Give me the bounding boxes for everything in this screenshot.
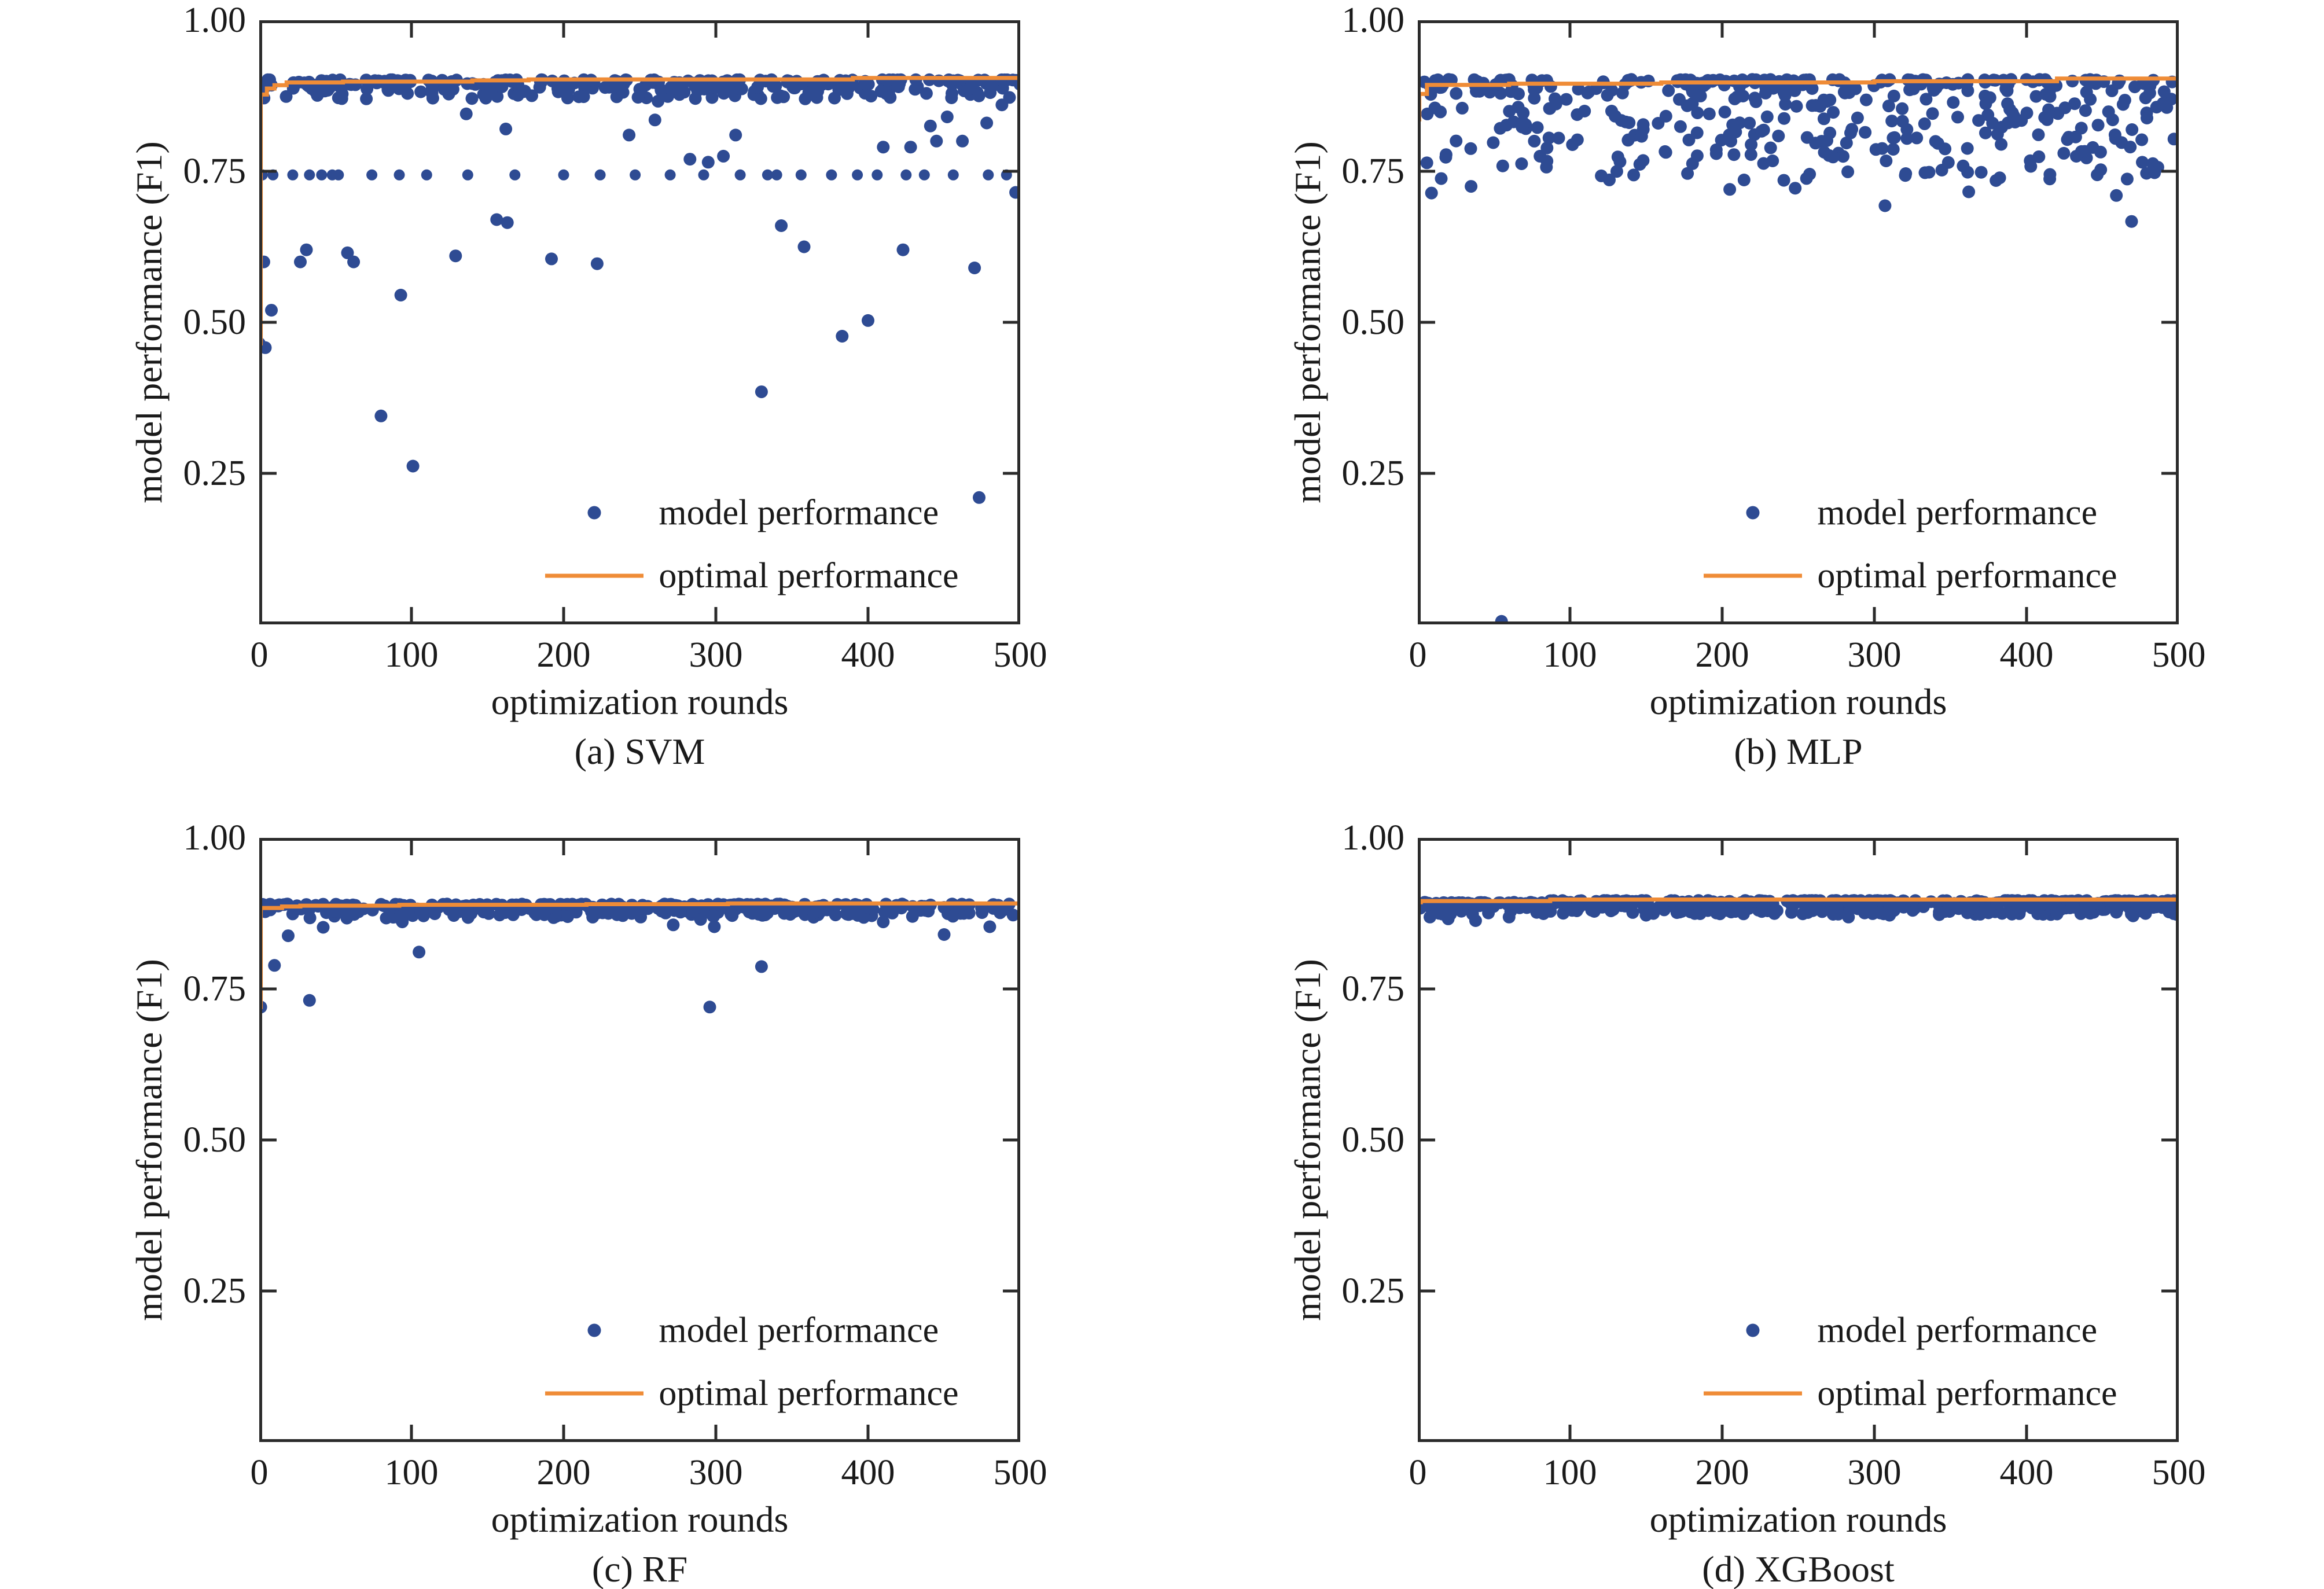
y-tick-label: 0.75 xyxy=(183,152,247,191)
panel-caption: (b) MLP xyxy=(1734,731,1863,772)
y-tick-label: 0.25 xyxy=(183,454,247,493)
legend-line-swatch-icon xyxy=(545,573,643,578)
y-tick-label: 0.25 xyxy=(1341,1271,1405,1311)
legend-scatter-marker-icon xyxy=(587,1323,601,1337)
legend-line-swatch-icon xyxy=(1703,573,1802,578)
y-tick-label: 1.00 xyxy=(1341,818,1405,858)
x-tick-label: 100 xyxy=(1543,635,1597,675)
x-tick-label: 500 xyxy=(2152,635,2206,675)
x-tick-label: 500 xyxy=(993,1453,1047,1492)
x-axis-label: optimization rounds xyxy=(1649,681,1947,722)
y-tick-label: 0.50 xyxy=(183,1120,247,1160)
y-tick-label: 0.50 xyxy=(1341,303,1405,342)
y-tick-label: 1.00 xyxy=(1341,1,1405,40)
optimal-performance-line xyxy=(259,76,1020,345)
axes-frame xyxy=(1418,838,2179,1442)
legend-label-model-performance: model performance xyxy=(659,492,939,532)
x-tick-label: 200 xyxy=(1695,635,1749,675)
plot-area xyxy=(1418,20,2179,624)
y-tick-label: 0.25 xyxy=(1341,454,1405,493)
legend-scatter-marker-icon xyxy=(1746,506,1760,520)
y-tick-label: 0.50 xyxy=(183,303,247,342)
x-axis-label: optimization rounds xyxy=(491,681,789,722)
x-tick-label: 300 xyxy=(1847,635,1902,675)
y-tick-label: 0.50 xyxy=(1341,1120,1405,1160)
legend-label-optimal-performance: optimal performance xyxy=(659,1374,959,1414)
legend-line-swatch-icon xyxy=(1703,1391,1802,1396)
y-tick-label: 1.00 xyxy=(183,1,247,40)
panel-caption: (c) RF xyxy=(591,1548,688,1589)
legend-label-optimal-performance: optimal performance xyxy=(1817,556,2117,596)
y-tick-label: 0.75 xyxy=(1341,152,1405,191)
x-tick-label: 400 xyxy=(1999,635,2054,675)
legend-label-optimal-performance: optimal performance xyxy=(1817,1374,2117,1414)
y-tick-label: 0.75 xyxy=(183,969,247,1009)
axes-frame xyxy=(1418,20,2179,624)
plot-area xyxy=(1418,838,2179,1442)
legend-label-model-performance: model performance xyxy=(1817,492,2098,532)
x-tick-label: 200 xyxy=(1695,1453,1749,1492)
panel-caption: (d) XGBoost xyxy=(1702,1548,1895,1589)
x-tick-label: 500 xyxy=(2152,1453,2206,1492)
y-tick-label: 1.00 xyxy=(183,818,247,858)
y-tick-label: 0.25 xyxy=(183,1271,247,1311)
legend-label-optimal-performance: optimal performance xyxy=(659,556,959,596)
x-tick-label: 400 xyxy=(1999,1453,2054,1492)
x-tick-label: 400 xyxy=(841,1453,895,1492)
x-axis-label: optimization rounds xyxy=(491,1499,789,1540)
plot-area xyxy=(259,838,1020,1442)
x-tick-label: 300 xyxy=(689,635,743,675)
x-tick-label: 300 xyxy=(1847,1453,1902,1492)
axes-frame xyxy=(259,20,1020,624)
y-tick-label: 0.75 xyxy=(1341,969,1405,1009)
x-tick-label: 0 xyxy=(1409,635,1427,675)
legend-scatter-marker-icon xyxy=(1746,1323,1760,1337)
x-tick-label: 0 xyxy=(1409,1453,1427,1492)
axes-frame xyxy=(259,838,1020,1442)
x-tick-label: 300 xyxy=(689,1453,743,1492)
optimal-performance-line xyxy=(259,901,1020,1009)
legend-label-model-performance: model performance xyxy=(659,1310,939,1350)
x-tick-label: 100 xyxy=(1543,1453,1597,1492)
legend-line-swatch-icon xyxy=(545,1391,643,1396)
x-tick-label: 200 xyxy=(536,635,591,675)
panel-caption: (a) SVM xyxy=(574,731,705,772)
x-tick-label: 0 xyxy=(250,1453,269,1492)
legend-scatter-marker-icon xyxy=(587,506,601,520)
x-tick-label: 500 xyxy=(993,635,1047,675)
x-tick-label: 400 xyxy=(841,635,895,675)
plot-area xyxy=(259,20,1020,624)
x-tick-label: 100 xyxy=(384,1453,439,1492)
legend-label-model-performance: model performance xyxy=(1817,1310,2098,1350)
x-tick-label: 200 xyxy=(536,1453,591,1492)
x-tick-label: 100 xyxy=(384,635,439,675)
x-tick-label: 0 xyxy=(250,635,269,675)
x-axis-label: optimization rounds xyxy=(1649,1499,1947,1540)
